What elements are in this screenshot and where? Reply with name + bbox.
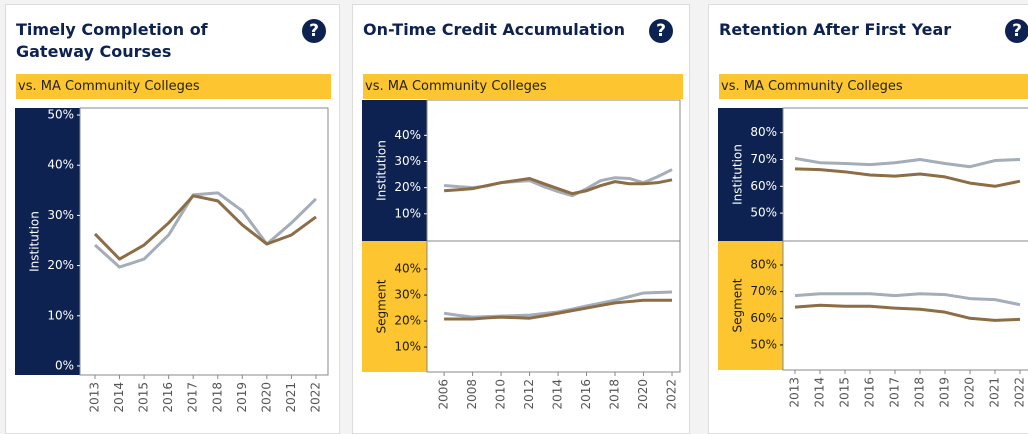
x-tick-label: 2018 [913, 377, 927, 408]
y-tick-label: 40% [47, 158, 74, 172]
line-series [444, 298, 673, 321]
x-tick-label: 2012 [522, 379, 536, 410]
y-tick-label: 80% [750, 125, 777, 139]
x-tick-label: 2020 [636, 379, 650, 410]
plot-frame [79, 107, 329, 376]
charts: Institution 0% 10% 20% 30% 40% 50% 2013 2014 2015… [15, 99, 1028, 413]
y-tick-label: 10% [394, 340, 421, 354]
panel-title: Retention After First Year [719, 20, 952, 39]
line-series [794, 156, 1021, 169]
x-tick-label: 2013 [788, 377, 802, 408]
facet-label: Institution [375, 140, 389, 201]
y-tick-label: 20% [394, 314, 421, 328]
y-tick-label: 20% [394, 180, 421, 194]
facet-label: Segment [731, 278, 745, 332]
line-series [794, 292, 1021, 307]
x-tick-label: 2019 [235, 382, 249, 413]
y-tick-label: 20% [47, 258, 74, 272]
facet-label: Segment [375, 279, 389, 333]
x-tick-label: 2015 [137, 382, 151, 413]
comparison-bar: vs. MA Community Colleges [363, 74, 683, 99]
y-tick-label: 60% [750, 311, 777, 325]
y-tick-label: 50% [750, 206, 777, 220]
x-tick-label: 2008 [465, 379, 479, 410]
x-tick-label: 2018 [608, 379, 622, 410]
facet-strip [362, 100, 427, 241]
y-tick-label: 10% [47, 308, 74, 322]
y-tick-label: 30% [394, 288, 421, 302]
x-tick-label: 2018 [210, 382, 224, 413]
x-tick-label: 2020 [963, 377, 977, 408]
x-tick-label: 2017 [888, 377, 902, 408]
line-series [443, 176, 673, 196]
plot-frame [426, 99, 681, 242]
x-tick-label: 2021 [284, 382, 298, 413]
x-tick-label: 2020 [259, 382, 273, 413]
x-tick-label: 2013 [87, 382, 101, 413]
x-tick-label: 2022 [665, 379, 679, 410]
facet-label: Institution [28, 211, 42, 272]
facet-strip [362, 241, 427, 372]
x-tick-label: 2016 [579, 379, 593, 410]
facet-strip [718, 108, 783, 241]
x-tick-label: 2016 [863, 377, 877, 408]
line-series [93, 191, 318, 269]
y-tick-label: 60% [750, 179, 777, 193]
y-tick-label: 50% [47, 108, 74, 122]
x-tick-label: 2021 [988, 377, 1002, 408]
x-tick-label: 2016 [161, 382, 175, 413]
y-tick-label: 70% [750, 284, 777, 298]
x-tick-label: 2014 [813, 377, 827, 408]
comparison-bar: vs. MA Community Colleges [719, 74, 1028, 99]
x-tick-label: 2022 [308, 382, 322, 413]
x-tick-label: 2022 [1013, 377, 1027, 408]
panel-title: Timely Completion of Gateway Courses [16, 20, 208, 61]
y-tick-label: 40% [394, 128, 421, 142]
page: Timely Completion of Gateway Courses? vs.… [5, 4, 1028, 434]
line-series [794, 167, 1021, 188]
y-tick-label: 70% [750, 152, 777, 166]
facet-strip [718, 241, 783, 370]
facet-label: Institution [731, 144, 745, 205]
x-tick-label: 2015 [838, 377, 852, 408]
y-tick-label: 30% [47, 208, 74, 222]
y-tick-label: 10% [394, 206, 421, 220]
x-tick-label: 2014 [551, 379, 565, 410]
line-series [93, 194, 317, 261]
y-tick-label: 40% [394, 262, 421, 276]
x-tick-label: 2019 [938, 377, 952, 408]
y-tick-label: 80% [750, 257, 777, 271]
x-tick-label: 2010 [494, 379, 508, 410]
x-tick-label: 2006 [437, 379, 451, 410]
facet-strip [15, 108, 80, 375]
comparison-bar: vs. MA Community Colleges [16, 74, 331, 99]
help-icon[interactable]: ? [649, 19, 673, 43]
panel-title: On-Time Credit Accumulation [363, 20, 626, 39]
plot-frame [426, 240, 681, 373]
y-tick-label: 50% [750, 337, 777, 351]
x-tick-label: 2014 [112, 382, 126, 413]
y-tick-label: 30% [394, 154, 421, 168]
help-icon[interactable]: ? [1005, 19, 1028, 43]
help-icon[interactable]: ? [302, 19, 326, 43]
y-tick-label: 0% [55, 358, 74, 372]
line-series [794, 303, 1021, 322]
x-tick-label: 2017 [186, 382, 200, 413]
